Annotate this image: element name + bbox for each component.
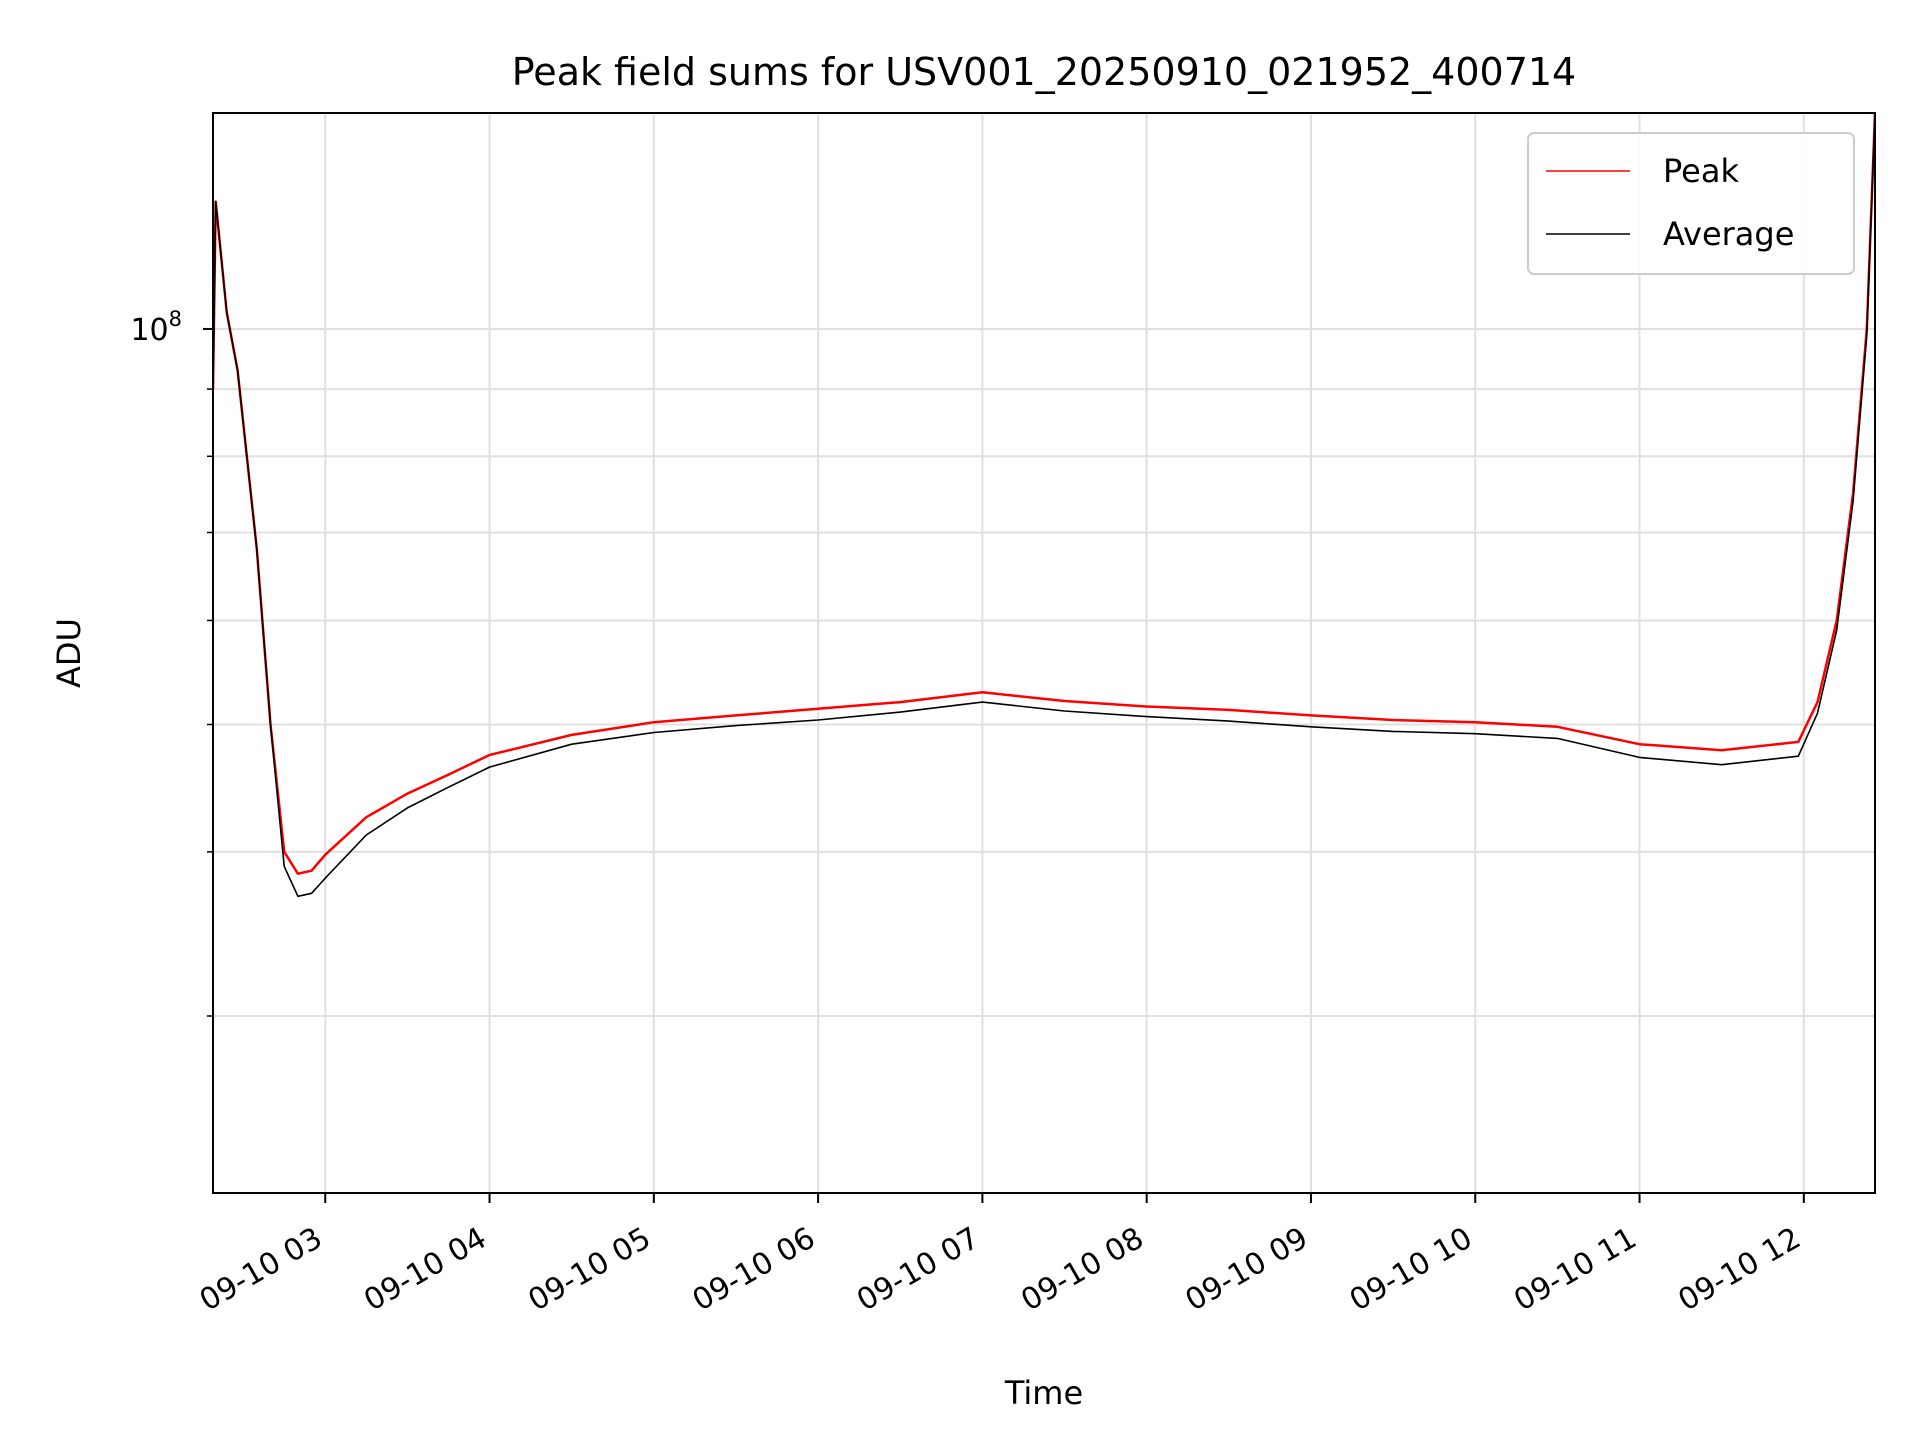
grid-layer: [213, 113, 1875, 1193]
chart-title: Peak field sums for USV001_20250910_0219…: [512, 50, 1576, 94]
legend: Peak Average: [1527, 132, 1855, 275]
x-tick-label: 09-10 09: [1180, 1221, 1314, 1319]
x-tick-label: 09-10 10: [1344, 1221, 1478, 1319]
series-line-average: [213, 113, 1875, 898]
y-tick-label: 108: [130, 307, 182, 348]
y-tick-exp: 8: [169, 307, 182, 331]
x-tick-label: 09-10 05: [523, 1221, 657, 1319]
legend-box: [1527, 132, 1855, 275]
y-tick-layer: 108: [130, 307, 213, 1017]
x-tick-label: 09-10 04: [358, 1221, 492, 1319]
x-tick-label: 09-10 11: [1508, 1221, 1642, 1319]
x-tick-label: 09-10 08: [1015, 1221, 1149, 1319]
y-axis-label: ADU: [50, 618, 88, 688]
legend-label-average: Average: [1663, 215, 1794, 253]
x-axis-label: Time: [1004, 1374, 1083, 1412]
axes-frame: [212, 112, 1876, 1194]
x-tick-label: 09-10 06: [687, 1221, 821, 1319]
x-tick-label: 09-10 12: [1672, 1221, 1806, 1319]
x-tick-layer: 09-10 03 09-10 04 09-10 05 09-10 06 09-10 07…: [194, 1193, 1807, 1318]
series-layer: [213, 113, 1875, 898]
x-tick-label: 09-10 03: [194, 1221, 328, 1319]
series-line-peak: [213, 113, 1875, 875]
x-tick-label: 09-10 07: [851, 1221, 985, 1319]
y-tick-base: 10: [130, 313, 168, 348]
axes-layer: [212, 112, 1876, 1194]
legend-label-peak: Peak: [1663, 152, 1739, 190]
